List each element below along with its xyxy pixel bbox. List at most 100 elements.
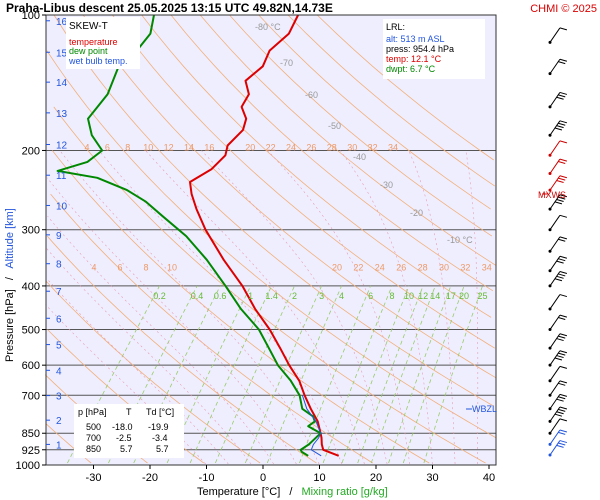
mixing-ratio-line [402, 285, 465, 464]
wind-barb-flag [556, 125, 564, 129]
table-header-p: p [hPa] [78, 407, 107, 417]
wind-barb-dot [548, 328, 552, 332]
wind-barb-flag [559, 333, 568, 337]
wind-barb [549, 418, 561, 434]
wind-barb-dot [548, 105, 552, 109]
mixing-ratio-label: 10 [404, 291, 414, 301]
altitude-tick-label: 16 [56, 17, 68, 28]
mixing-ratio-label: 0.6 [214, 291, 227, 301]
wind-barb-flag [556, 411, 564, 415]
moist-adiabat-line [59, 150, 320, 465]
wind-barb-flag [556, 96, 564, 100]
plot-frame [45, 14, 497, 466]
table-cell: -18.0 [112, 422, 133, 432]
wind-barb-dot [548, 442, 552, 446]
wind-barb-flag [559, 140, 568, 144]
moist-adiabat-line [45, 304, 206, 465]
theta-label-lower: 22 [353, 263, 363, 273]
moist-adiabat-line [46, 248, 252, 465]
wind-barb-flag [558, 122, 566, 126]
wind-barb-flag [559, 175, 568, 179]
theta-label-lower: 30 [439, 263, 449, 273]
wind-barb-flag [559, 406, 568, 410]
altitude-tick-label: 12 [56, 141, 68, 152]
wind-barb-flag [554, 127, 563, 131]
dry-adiabat [141, 14, 492, 318]
wind-barb [549, 58, 561, 74]
wind-barb-dot [548, 307, 552, 311]
wind-barb-flag [558, 94, 566, 98]
wind-barb [549, 366, 561, 382]
x-axis-label-mixing-ratio: Mixing ratio [g/kg] [301, 486, 387, 498]
isotherm-label: -50 [328, 121, 341, 131]
wind-barb-flag [554, 357, 563, 361]
theta-label-lower: 10 [167, 263, 177, 273]
mixing-ratio-label: 1.4 [265, 291, 278, 301]
y-tick-label: 700 [22, 390, 40, 402]
wind-barb-dot [548, 269, 552, 273]
wind-barb-flag [559, 236, 568, 240]
table-cell: 5.7 [120, 444, 133, 454]
lrl-alt: alt: 513 m ASL [386, 34, 445, 44]
wind-barb-flag [559, 27, 568, 31]
theta-label: 24 [286, 142, 296, 152]
y-tick-label: 400 [22, 281, 40, 293]
dry-adiabat [229, 14, 493, 237]
y-tick-label: 600 [22, 360, 40, 372]
wind-barb-flag [558, 335, 566, 339]
legend-title: SKEW-T [69, 21, 108, 32]
level-table [74, 404, 184, 458]
wind-barb [549, 27, 561, 43]
mixing-ratio-label: 4 [339, 291, 344, 301]
dry-adiabat [50, 193, 374, 464]
wind-barb-flag [554, 278, 563, 282]
theta-label: 34 [388, 142, 398, 152]
wind-barb-flag [556, 260, 564, 264]
dry-adiabat [287, 14, 496, 187]
x-tick-label: 30 [426, 472, 438, 484]
wind-barb [549, 380, 561, 396]
theta-label-lower: 34 [482, 263, 492, 273]
theta-label: 4 [84, 142, 89, 152]
wind-barb-dot [548, 363, 552, 367]
isotherm-label: -20 [410, 208, 423, 218]
wind-barb-dot [548, 188, 552, 192]
wind-barb-flag [558, 382, 566, 386]
table-cell: 500 [86, 422, 101, 432]
y-tick-label: 850 [22, 428, 40, 440]
theta-label: 30 [347, 142, 357, 152]
table-cell: 850 [86, 444, 101, 454]
theta-label: 28 [327, 142, 337, 152]
table-cell: -3.4 [152, 433, 168, 443]
theta-label-lower: 4 [91, 263, 96, 273]
wind-barb-flag [559, 393, 568, 397]
wind-barb-flag [558, 442, 566, 446]
wind-barb-flag [559, 58, 568, 62]
theta-label: 14 [184, 142, 194, 152]
y-axis-title: Pressure [hPa] / Altitude [km] [4, 208, 16, 362]
legend-temperature: temperature [69, 37, 118, 47]
mixing-ratio-label: 6 [368, 291, 373, 301]
altitude-tick-label: 6 [56, 314, 62, 325]
theta-label: 32 [368, 142, 378, 152]
wind-barb-flag [559, 440, 568, 444]
wind-barb-dot [548, 393, 552, 397]
moist-adiabat-line [339, 150, 433, 465]
wind-barb-dot [548, 72, 552, 76]
theta-label-lower: 26 [396, 263, 406, 273]
mixing-ratio-label: 0.2 [153, 291, 166, 301]
wind-barb-flag [556, 444, 564, 448]
lrl-temp: temp: 12.1 °C [386, 54, 442, 64]
wind-barb-flag [559, 271, 568, 275]
legend-dew-point: dew point [69, 46, 108, 56]
wind-barb-flag [559, 194, 568, 198]
y-tick-label: 200 [22, 145, 40, 157]
mixing-ratio-lines [67, 285, 483, 464]
wind-barb-flag [559, 294, 568, 298]
table-cell: -2.5 [116, 433, 132, 443]
sounding-series [56, 14, 340, 457]
moist-adiabat-line [267, 150, 411, 465]
altitude-tick-label: 7 [56, 287, 62, 298]
dry-adiabat [258, 14, 491, 210]
